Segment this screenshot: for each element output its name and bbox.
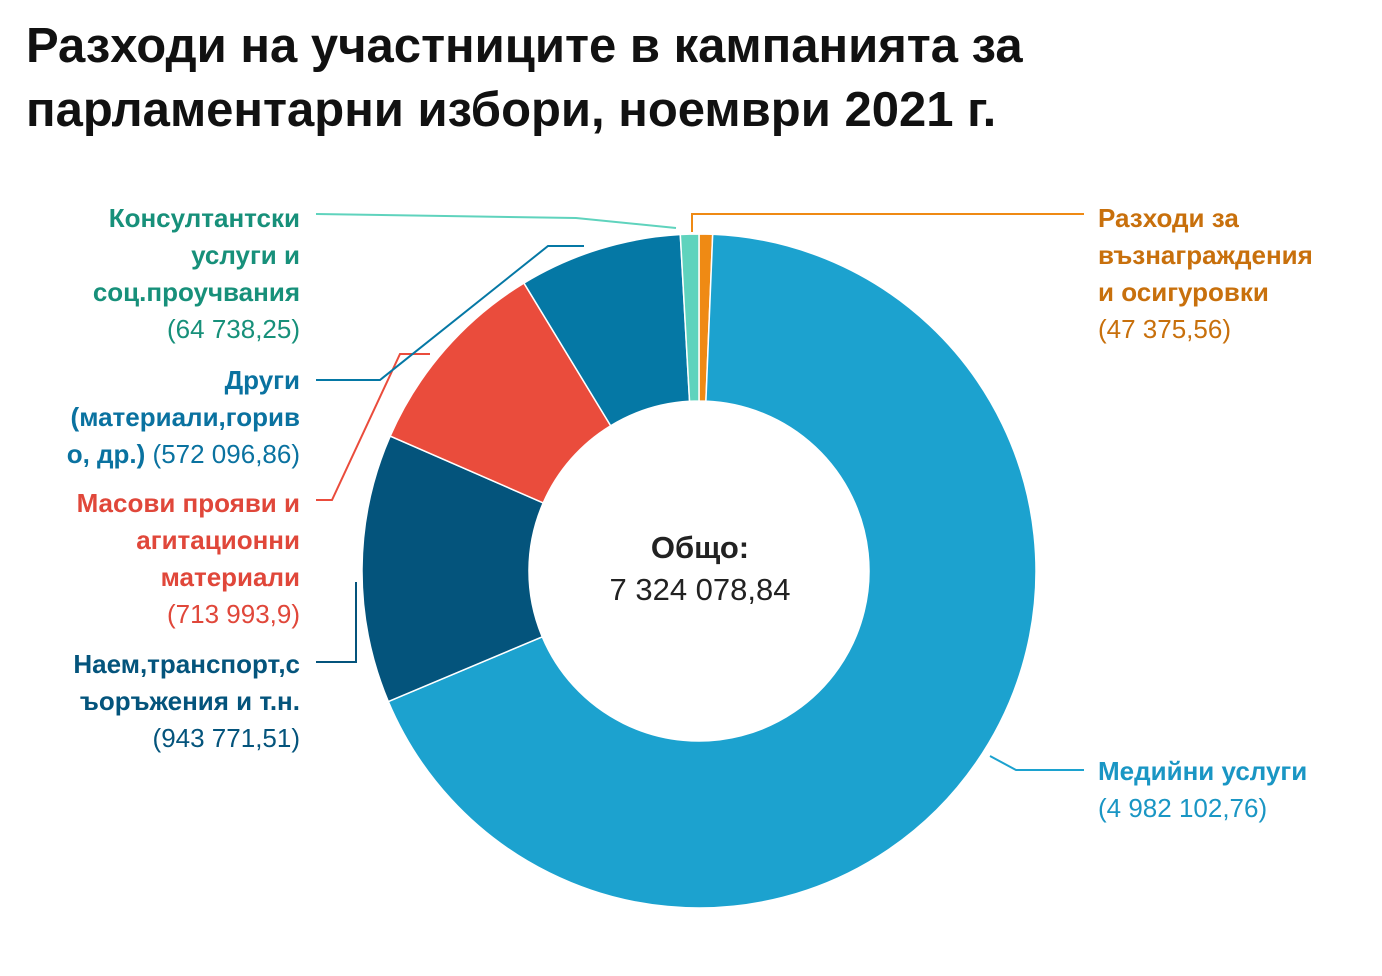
label-media: Медийни услуги (4 982 102,76) xyxy=(1098,753,1368,827)
leader-mass xyxy=(316,353,430,501)
label-consult-value: (64 738,25) xyxy=(167,314,300,344)
label-mass-name: Масови прояви и агитационни материали xyxy=(76,488,300,592)
label-payroll-value: (47 375,56) xyxy=(1098,314,1231,344)
total-title: Общо: xyxy=(650,530,750,565)
label-mass: Масови прояви и агитационни материали (713… xyxy=(20,485,300,633)
leader-rent xyxy=(316,582,357,663)
label-media-name: Медийни услуги xyxy=(1098,756,1308,786)
total-value: 7 324 078,84 xyxy=(609,572,791,607)
label-consult-name: Консултантски услуги и соц.проучвания xyxy=(92,203,300,307)
label-payroll-name: Разходи за възнаграждения и осигуровки xyxy=(1098,203,1313,307)
label-rent-name: Наем,транспорт,с ъоръжения и т.н. xyxy=(73,649,300,716)
total-label: Общо: 7 324 078,84 xyxy=(530,528,870,612)
label-other-text: Други (материали,горив о, др.) (572 096,86… xyxy=(66,365,300,469)
slice-2 xyxy=(361,435,545,703)
leader-media xyxy=(989,755,1084,771)
label-rent: Наем,транспорт,с ъоръжения и т.н. (943 77… xyxy=(20,646,300,757)
chart-title: Разходи на участниците в кампанията за п… xyxy=(26,19,1023,137)
slice-1 xyxy=(387,233,1037,909)
slices-group xyxy=(361,233,1037,909)
leader-other xyxy=(316,245,584,381)
leader-payroll xyxy=(691,213,1084,232)
leader-consult xyxy=(315,213,677,229)
label-other-value: (572 096,86) xyxy=(152,439,300,469)
slice-5 xyxy=(679,233,700,403)
leader-lines xyxy=(315,213,1084,771)
label-other: Други (материали,горив о, др.) (572 096,86… xyxy=(20,362,300,473)
label-mass-value: (713 993,9) xyxy=(167,599,300,629)
label-rent-value: (943 771,51) xyxy=(152,723,300,753)
label-payroll: Разходи за възнаграждения и осигуровки (47… xyxy=(1098,200,1368,348)
label-media-value: (4 982 102,76) xyxy=(1098,793,1268,823)
label-consult: Консултантски услуги и соц.проучвания (64 … xyxy=(20,200,300,348)
